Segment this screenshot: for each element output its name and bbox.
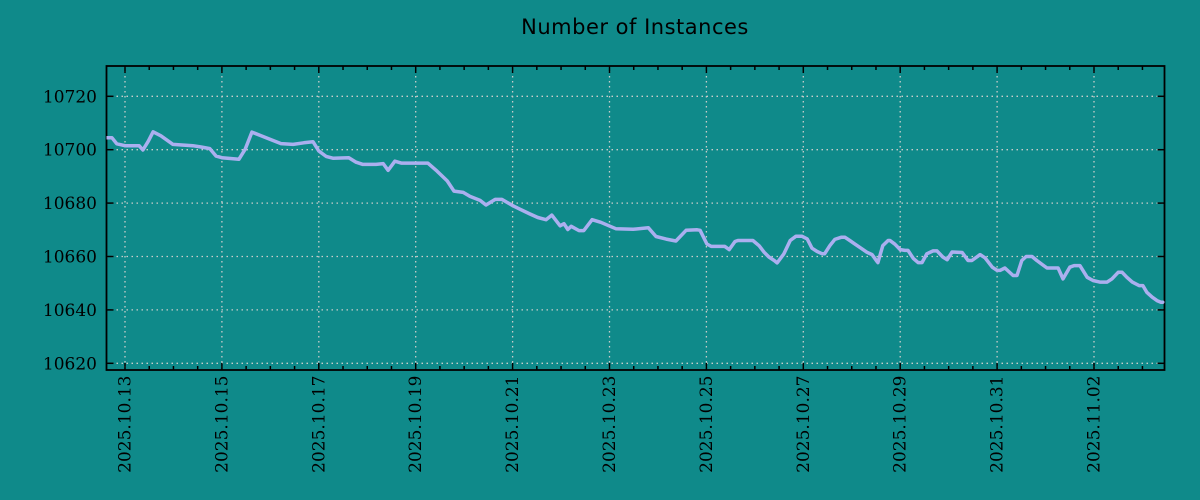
x-tick-label: 2025.10.27 xyxy=(794,376,814,473)
y-tick-label: 10640 xyxy=(43,301,97,321)
x-tick-label: 2025.10.15 xyxy=(212,376,232,473)
y-tick-label: 10700 xyxy=(43,141,97,161)
x-tick-label: 2025.10.13 xyxy=(116,376,136,473)
x-tick-label: 2025.10.23 xyxy=(600,376,620,473)
y-tick-label: 10620 xyxy=(43,354,97,374)
y-tick-label: 10680 xyxy=(43,194,97,214)
instances-line-series xyxy=(106,130,1165,304)
x-tick-label: 2025.10.17 xyxy=(309,376,329,473)
plot-border xyxy=(105,65,1166,371)
x-tick-label: 2025.10.19 xyxy=(406,376,426,473)
x-tick-label: 2025.10.29 xyxy=(891,376,911,473)
x-tick-label: 2025.10.21 xyxy=(503,376,523,473)
x-tick-label: 2025.10.25 xyxy=(697,376,717,473)
y-tick-label: 10720 xyxy=(43,87,97,107)
chart-title: Number of Instances xyxy=(521,15,749,39)
y-tick-label: 10660 xyxy=(43,248,97,268)
x-tick-label: 2025.11.02 xyxy=(1085,376,1105,473)
x-tick-label: 2025.10.31 xyxy=(988,376,1008,473)
